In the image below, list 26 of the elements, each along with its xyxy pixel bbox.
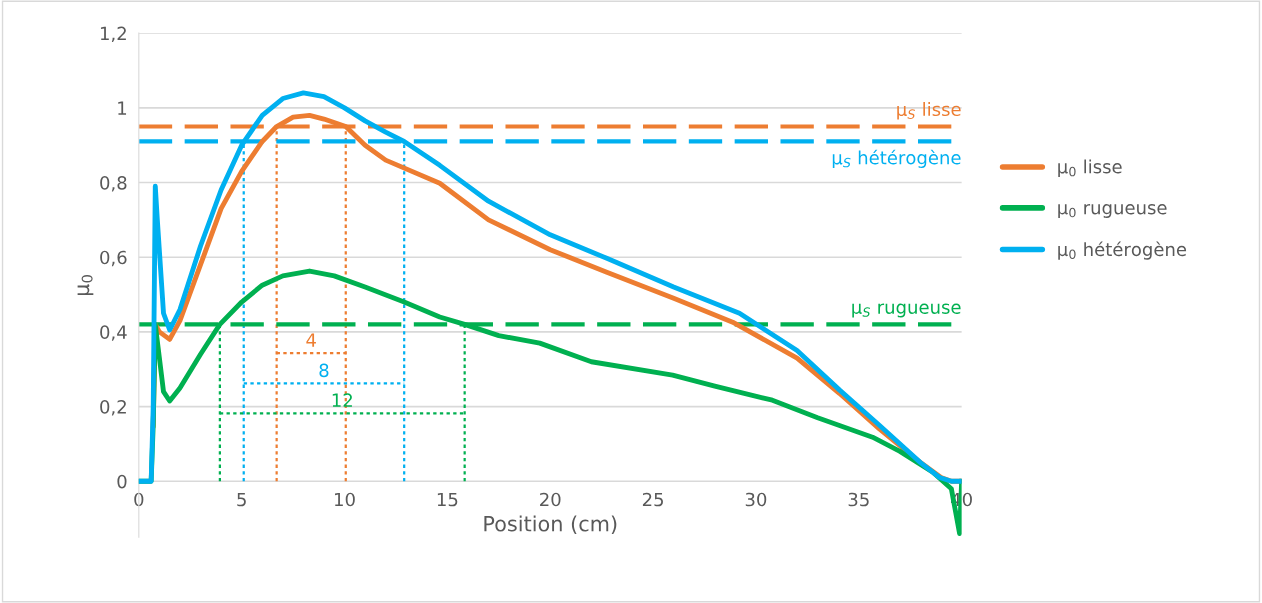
legend-label: μ$_{0}$ hétérogène [1058,241,1187,260]
y-tick-label: 1 [118,101,127,115]
legend-label: μ$_{0}$ rugueuse [1058,204,1167,218]
x-tick-label: 20 [540,492,561,507]
x-axis-title: Position (cm) [484,515,617,534]
y-tick-label: 0,6 [100,250,127,267]
y-tick-label: 1,2 [100,26,126,43]
x-tick-label: 15 [437,492,458,507]
legend-label: μ$_{0}$ lisse [1058,159,1122,177]
ref-line-label: μ$_{S}$ lisse [897,102,961,120]
y-axis-title: μ$_{0}$ [77,275,94,296]
annotation: 8 [319,363,329,378]
x-tick-label: 0 [134,492,144,507]
ref-line-label: μ$_{S}$ hétérogène [832,149,961,168]
y-tick-label: 0,8 [100,175,127,192]
annotation: 4 [306,333,316,347]
x-tick-label: 10 [335,492,355,507]
annotation: 12 [332,393,352,407]
y-tick-label: 0 [117,474,127,489]
y-tick-label: 0,2 [100,400,126,416]
y-tick-label: 0,4 [100,325,127,341]
x-tick-label: 25 [642,492,663,507]
x-tick-label: 5 [237,492,246,507]
x-tick-label: 35 [848,492,869,507]
x-tick-label: 30 [745,492,767,507]
ref-line-label: μ$_{S}$ rugueuse [852,303,961,318]
